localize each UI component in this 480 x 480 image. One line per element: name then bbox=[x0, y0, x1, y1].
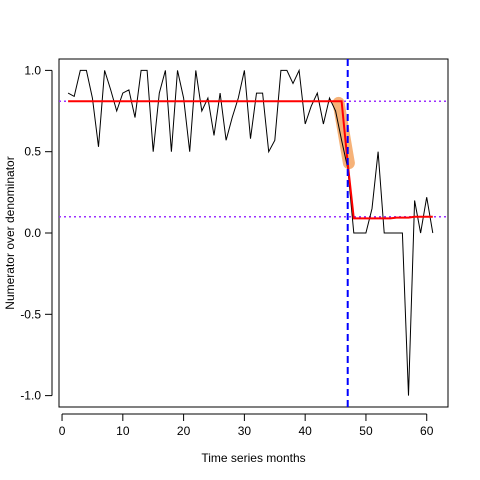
x-tick-label: 0 bbox=[59, 424, 66, 438]
y-tick-label: -1.0 bbox=[20, 389, 41, 403]
x-axis-label: Time series months bbox=[201, 451, 305, 465]
x-tick-label: 40 bbox=[298, 424, 312, 438]
x-tick-label: 50 bbox=[359, 424, 373, 438]
axes-layer: 0 10 20 30 40 50 60 -1.0 -0.5 0.0 0.5 1.0 bbox=[20, 63, 433, 438]
plot-frame bbox=[58, 58, 449, 408]
x-tick-label: 30 bbox=[238, 424, 252, 438]
y-tick-label: 1.0 bbox=[24, 63, 41, 77]
y-axis-label: Numerator over denominator bbox=[3, 156, 17, 309]
fit-layer bbox=[68, 100, 433, 220]
y-tick-label: 0.0 bbox=[24, 226, 41, 240]
y-tick-label: 0.5 bbox=[24, 145, 41, 159]
x-tick-label: 20 bbox=[177, 424, 191, 438]
series-line bbox=[67, 68, 434, 396]
fit-line bbox=[68, 100, 433, 220]
x-tick-label: 60 bbox=[420, 424, 434, 438]
x-tick-label: 10 bbox=[116, 424, 130, 438]
series-layer bbox=[67, 68, 434, 396]
y-tick-label: -0.5 bbox=[20, 307, 41, 321]
